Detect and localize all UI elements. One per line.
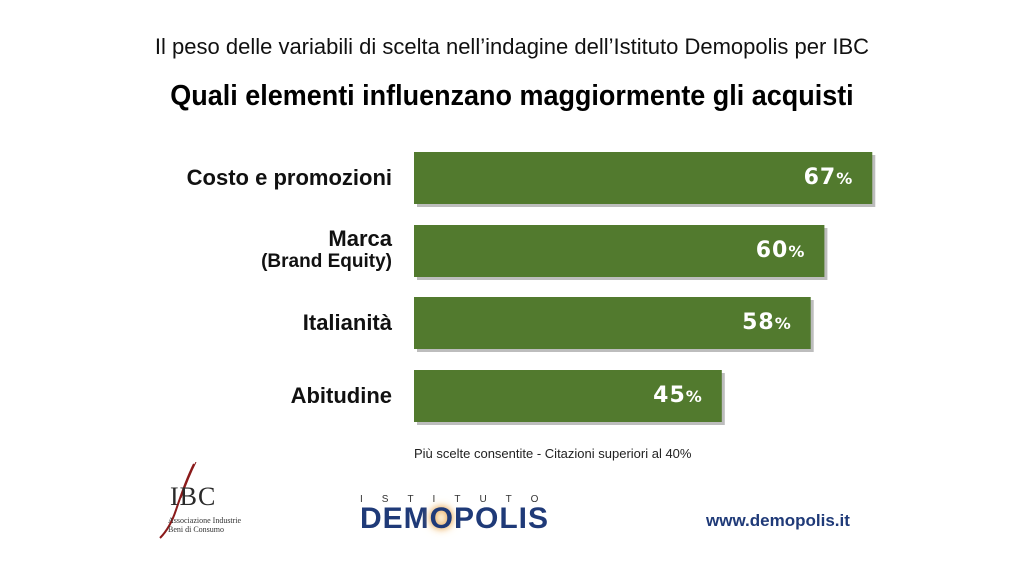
demopolis-wordmark: DEMOPOLIS bbox=[360, 502, 550, 535]
data-label-3: 45% bbox=[653, 383, 702, 408]
ibc-mark: IBC bbox=[170, 482, 217, 511]
bar-0 bbox=[414, 152, 873, 204]
ibc-logo: IBC Associazione Industrie Beni di Consu… bbox=[148, 462, 258, 542]
data-label-0: 67% bbox=[803, 165, 853, 190]
chart-subtitle: Il peso delle variabili di scelta nell’i… bbox=[154, 34, 870, 59]
ibc-subtitle: Associazione Industrie Beni di Consumo bbox=[168, 516, 242, 534]
ibc-swoosh-icon bbox=[159, 462, 197, 539]
category-label-1: Marca (Brand Equity) bbox=[261, 226, 392, 272]
category-label-3: Abitudine bbox=[290, 383, 392, 408]
bar-1 bbox=[414, 225, 825, 277]
category-label-0: Costo e promozioni bbox=[186, 165, 392, 190]
data-label-1: 60% bbox=[755, 238, 805, 263]
chart-footnote: Più scelte consentite - Citazioni superi… bbox=[414, 446, 692, 461]
website-link[interactable]: www.demopolis.it bbox=[706, 511, 850, 530]
demopolis-logo: ISTITUTO DEMOPOLIS bbox=[360, 494, 620, 544]
bar-2 bbox=[414, 297, 811, 349]
bar-3 bbox=[414, 370, 722, 422]
chart-title: Quali elementi influenzano maggiormente … bbox=[170, 80, 854, 112]
data-label-2: 58% bbox=[742, 310, 791, 335]
demopolis-top-text: ISTITUTO bbox=[360, 494, 558, 505]
category-label-2: Italianità bbox=[302, 310, 392, 335]
